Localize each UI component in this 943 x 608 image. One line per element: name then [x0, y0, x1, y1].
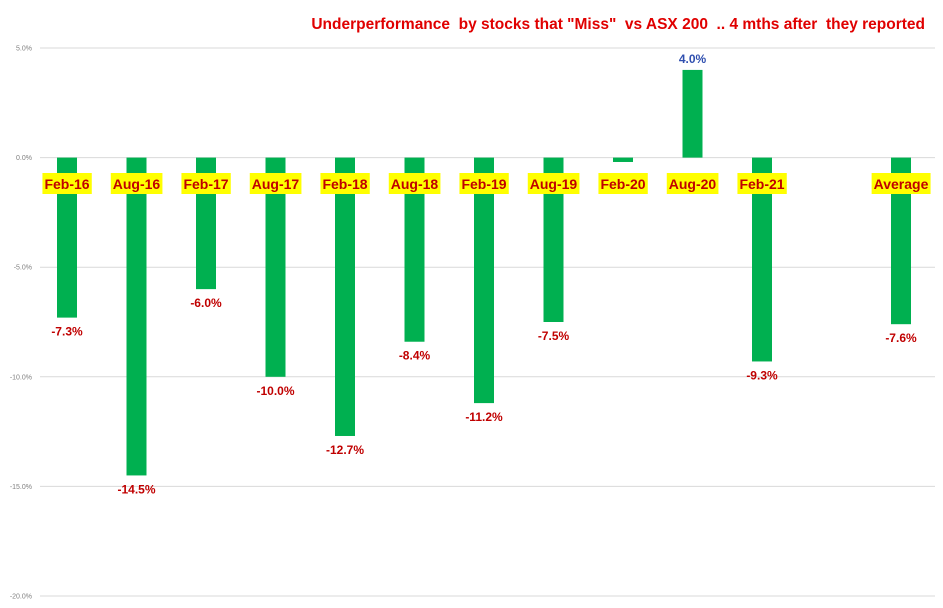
data-label: -8.4% — [399, 349, 431, 363]
data-label: -12.7% — [326, 443, 364, 457]
x-category-label: Feb-21 — [739, 176, 784, 192]
x-category-label: Aug-18 — [391, 176, 439, 192]
data-label: -7.5% — [538, 329, 570, 343]
x-category-label: Aug-19 — [530, 176, 578, 192]
bar — [126, 157, 147, 476]
data-label: -14.5% — [117, 482, 155, 496]
x-category-label: Feb-16 — [44, 176, 89, 192]
bar — [613, 157, 633, 162]
data-label: -7.3% — [51, 325, 83, 339]
category-label-highlight — [110, 173, 163, 194]
data-label: 4.0% — [679, 52, 707, 66]
data-label: -7.6% — [885, 331, 917, 345]
bar — [404, 157, 425, 342]
data-label: -10.0% — [256, 384, 294, 398]
x-category-label: Average — [874, 176, 929, 192]
x-category-label: Aug-20 — [669, 176, 717, 192]
bar — [335, 157, 355, 436]
y-tick-label: -20.0% — [10, 594, 32, 601]
category-label-highlight — [320, 173, 370, 194]
y-tick-label: -5.0% — [14, 265, 32, 272]
bar — [682, 69, 703, 158]
x-category-label: Feb-17 — [183, 176, 228, 192]
bar — [543, 157, 564, 322]
y-tick-label: -10.0% — [10, 374, 32, 381]
category-label-highlight — [459, 173, 509, 194]
x-category-label: Aug-16 — [113, 176, 161, 192]
bar — [57, 157, 77, 318]
y-tick-label: 0.0% — [16, 155, 32, 162]
chart-title: Underperformance by stocks that "Miss" v… — [311, 16, 925, 33]
category-label-highlight — [249, 173, 302, 194]
x-category-label: Aug-17 — [252, 176, 300, 192]
bar — [752, 157, 772, 362]
category-label-highlight — [181, 173, 231, 194]
category-label-highlight — [871, 173, 931, 194]
category-label-highlight — [598, 173, 648, 194]
category-label-highlight — [388, 173, 441, 194]
category-label-highlight — [527, 173, 580, 194]
data-label: -11.2% — [465, 410, 503, 424]
category-label-highlight — [42, 173, 92, 194]
x-category-label: Feb-19 — [461, 176, 506, 192]
y-tick-label: 5.0% — [16, 46, 32, 53]
bar — [474, 157, 494, 404]
bar — [265, 157, 286, 377]
bar — [891, 157, 911, 325]
category-label-highlight — [666, 173, 719, 194]
y-tick-label: -15.0% — [10, 484, 32, 491]
data-label: -9.3% — [746, 368, 778, 382]
x-category-label: Feb-20 — [600, 176, 645, 192]
x-category-label: Feb-18 — [322, 176, 367, 192]
data-label: -6.0% — [190, 296, 222, 310]
category-label-highlight — [737, 173, 787, 194]
